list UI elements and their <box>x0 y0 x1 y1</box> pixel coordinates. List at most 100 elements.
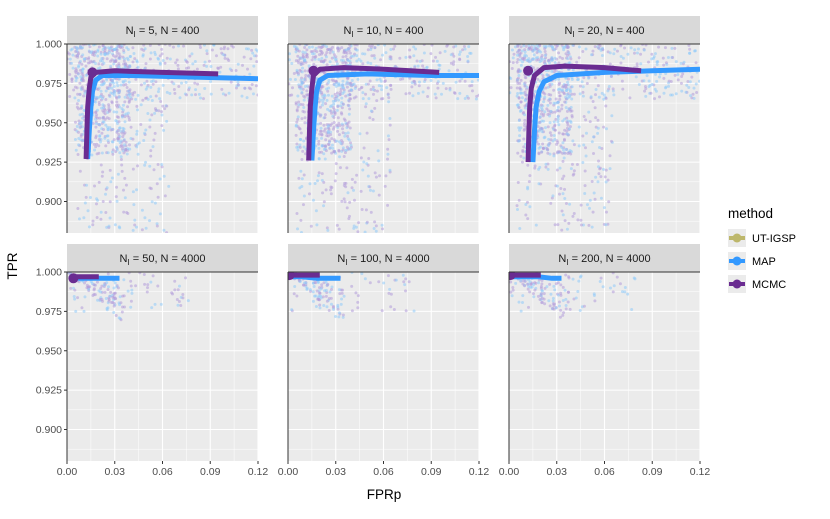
sample-point <box>510 66 514 70</box>
sample-point <box>421 90 425 94</box>
sample-point <box>413 66 417 70</box>
sample-point <box>73 137 77 141</box>
sample-point <box>662 76 666 80</box>
sample-point <box>548 101 552 105</box>
sample-point <box>119 144 123 148</box>
sample-point <box>546 59 550 63</box>
sample-point <box>515 86 519 90</box>
sample-point <box>84 64 88 68</box>
sample-point <box>246 47 250 51</box>
sample-point <box>114 95 118 99</box>
sample-point <box>533 94 537 98</box>
sample-point <box>559 187 563 191</box>
sample-point <box>340 84 344 88</box>
sample-point <box>149 85 153 89</box>
sample-point <box>510 294 514 298</box>
sample-point <box>643 89 647 93</box>
sample-point <box>376 44 380 47</box>
sample-point <box>106 272 110 276</box>
sample-point <box>457 52 461 56</box>
sample-point <box>343 131 347 135</box>
sample-point <box>604 127 608 131</box>
sample-point <box>541 74 545 78</box>
sample-point <box>123 176 127 180</box>
sample-point <box>537 49 541 53</box>
sample-point <box>689 94 693 98</box>
sample-point <box>458 91 462 95</box>
sample-point <box>230 68 234 72</box>
sample-point <box>307 45 311 49</box>
sample-point <box>195 67 199 71</box>
sample-point <box>334 172 338 176</box>
sample-point <box>301 87 305 91</box>
sample-point <box>296 47 300 51</box>
sample-point <box>557 131 561 135</box>
sample-point <box>249 57 253 61</box>
sample-point <box>133 57 137 61</box>
sample-point <box>572 212 576 216</box>
sample-point <box>160 113 164 117</box>
sample-point <box>168 57 172 61</box>
sample-point <box>360 272 364 276</box>
sample-point <box>540 296 544 300</box>
sample-point <box>301 50 305 54</box>
sample-point <box>97 62 101 66</box>
sample-point <box>392 47 396 51</box>
sample-point <box>664 72 668 76</box>
sample-point <box>165 90 169 94</box>
sample-point <box>467 45 471 49</box>
facet-label-subscript: I <box>134 30 136 39</box>
sample-point <box>568 149 572 153</box>
sample-point <box>94 125 98 129</box>
sample-point <box>75 76 79 80</box>
sample-point <box>113 223 117 227</box>
sample-point <box>107 86 111 90</box>
sample-point <box>590 180 594 184</box>
sample-point <box>120 115 124 119</box>
sample-point <box>143 216 147 220</box>
sample-point <box>102 106 106 110</box>
sample-point <box>545 147 549 151</box>
sample-point <box>251 51 255 55</box>
sample-point <box>112 110 116 114</box>
facet-label: NI = 100, N = 4000 <box>337 253 429 267</box>
sample-point <box>100 284 104 288</box>
sample-point <box>296 227 300 231</box>
sample-point <box>321 85 325 89</box>
sample-point <box>566 96 570 100</box>
sample-point <box>82 309 86 313</box>
sample-point <box>68 95 72 99</box>
panel-plot-area <box>509 272 700 461</box>
sample-point <box>693 49 697 53</box>
sample-point <box>311 198 315 202</box>
sample-point <box>148 164 152 168</box>
sample-point <box>684 90 688 94</box>
sample-point <box>180 81 184 85</box>
sample-point <box>131 137 135 141</box>
sample-point <box>296 59 300 63</box>
sample-point <box>74 54 78 58</box>
sample-point <box>108 294 112 298</box>
sample-point <box>105 306 109 310</box>
sample-point <box>120 169 124 173</box>
sample-point <box>105 186 109 190</box>
sample-point <box>98 95 102 99</box>
sample-point <box>621 87 625 91</box>
sample-point <box>529 59 533 63</box>
sample-point <box>584 47 588 51</box>
sample-point <box>548 82 552 86</box>
sample-point <box>173 288 177 292</box>
x-tick-label: 0.06 <box>152 466 173 478</box>
sample-point <box>581 94 585 98</box>
sample-point <box>104 97 108 101</box>
sample-point <box>150 113 154 117</box>
sample-point <box>112 304 116 308</box>
sample-point <box>127 99 131 103</box>
sample-point <box>389 83 393 87</box>
sample-point <box>88 195 92 199</box>
sample-point <box>535 51 539 55</box>
sample-point <box>330 94 334 98</box>
sample-point <box>320 133 324 137</box>
x-tick-label: 0.09 <box>200 466 221 478</box>
sample-point <box>80 112 84 116</box>
